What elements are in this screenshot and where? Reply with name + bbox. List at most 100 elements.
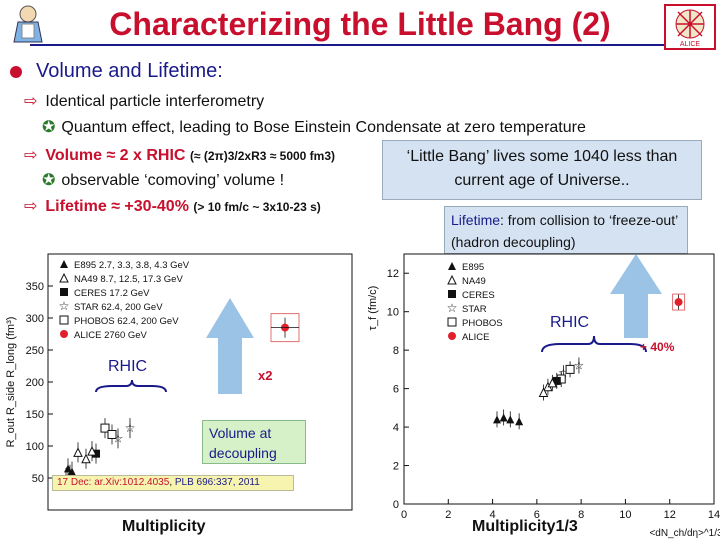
reference-box: 17 Dec: ar.Xiv:1012.4035, PLB 696:337, 2… [52,475,294,491]
y-tick-label: 12 [387,268,399,280]
data-point: ☆ [558,366,569,380]
rhic-label-left: RHIC [108,358,148,375]
legend-label: E895 [462,262,484,273]
line-interferometry: ⇨ Identical particle interferometry [24,93,265,110]
legend-marker [59,272,69,283]
data-point: ☆ [125,421,136,435]
legend-label: CERES [462,290,495,301]
y-tick-label: 100 [26,441,44,453]
check-circle-icon: ✪ [42,119,56,136]
y-tick-label: 250 [26,345,44,357]
logo-alice-wonderland [6,2,50,46]
data-point [674,298,683,307]
data-point [565,364,575,374]
arrow-right-icon: ⇨ [24,198,38,215]
line-volume: ⇨ Volume ≈ 2 x RHIC (≈ (2π)3/2xR3 ≈ 5000 … [24,147,336,164]
arrow-up-icon [610,254,662,338]
legend-label: STAR [462,304,487,315]
y-tick-label: 200 [26,377,44,389]
chart-lifetime: 0 2 4 6 8 10 12 0 2 4 6 8 10 12 14 τ_f (fm/c) <dN_ch/dη>… [367,253,720,539]
data-point [493,415,501,424]
data-point [87,446,97,456]
x-tick-label: 2 [445,509,451,521]
check-circle-icon: ✪ [42,172,56,189]
legend-marker [60,260,68,268]
x-tick-label: 14 [708,509,720,521]
data-point: ☆ [574,359,585,373]
svg-text:ALICE: ALICE [680,41,701,48]
legend-label: PHOBOS [462,318,503,329]
data-point [499,413,508,422]
legend-label: NA49 [462,276,486,287]
legend-marker: ☆ [59,299,70,313]
legend-label: ALICE [462,332,489,343]
arrow-up-icon [206,298,254,394]
plus40-label: + 40% [640,340,675,354]
line-comoving: ✪ observable ‘comoving’ volume ! [42,172,285,189]
legend-marker [448,262,456,270]
legend-label: E895 2.7, 3.3, 3.8, 4.3 GeV [74,260,190,271]
x2-label: x2 [258,368,273,383]
legend-label: CERES 17.2 GeV [74,288,150,299]
legend-marker [60,288,68,296]
legend-marker [447,274,457,285]
rhic-label-right: RHIC [550,314,590,331]
x-axis-label: <dN_ch/dη>^1/3 [649,528,720,539]
y-axis-label: τ_f (fm/c) [367,286,379,331]
line-quantum-effect: ✪ Quantum effect, leading to Bose Einstei… [42,119,586,136]
legend-marker [59,315,69,325]
logo-alice-experiment: ALICE [664,4,716,50]
arrow-right-icon: ⇨ [24,147,38,164]
data-point [68,467,76,476]
line-lifetime: ⇨ Lifetime ≈ +30-40% (> 10 fm/c ~ 3x10-23… [24,198,321,215]
callout-universe-age: ‘Little Bang’ lives some 1040 less than … [382,140,702,200]
arrow-right-icon: ⇨ [24,93,38,110]
y-tick-label: 10 [387,307,399,319]
x-tick-label: 10 [619,509,631,521]
section-heading: Volume and Lifetime: [10,60,223,83]
data-point [81,453,91,464]
data-point [506,415,515,424]
data-point [538,387,549,397]
y-tick-label: 150 [26,409,44,421]
x-tick-label: 0 [401,509,407,521]
volume-box: Volume at decoupling [202,420,306,464]
x-tick-label: 8 [578,509,584,521]
x-tick-label: 12 [664,509,676,521]
data-point [64,464,72,473]
chart-volume: 50 100 150 200 250 300 350 R_out R_side R_long … [5,253,353,511]
y-tick-label: 8 [393,345,399,357]
y-tick-label: 0 [393,499,399,511]
xlabel-multiplicity-right: Multiplicity1/3 [472,518,578,535]
data-point [92,449,100,458]
data-point [107,429,117,439]
bullet-dot-icon [10,65,22,78]
y-tick-label: 2 [393,461,399,473]
data-point [100,423,110,433]
legend-marker: ☆ [447,301,458,315]
legend-label: ALICE 2760 GeV [74,330,148,341]
y-tick-label: 50 [32,473,44,485]
legend-label: NA49 8.7, 12.5, 17.3 GeV [74,274,183,285]
xlabel-multiplicity-left: Multiplicity [122,518,206,535]
x-tick-label: 6 [534,509,540,521]
legend-marker [448,290,456,298]
legend-marker [448,332,456,340]
legend-label: PHOBOS 62.4, 200 GeV [74,316,179,327]
y-tick-label: 300 [26,313,44,325]
rhic-brace-left [95,379,167,393]
error-box [672,293,686,311]
plot-frame [47,253,353,511]
y-tick-label: 6 [393,384,399,396]
data-point [73,447,83,457]
data-point [547,377,558,388]
data-point [515,417,524,426]
y-axis-label: R_out R_side R_long (fm³) [5,317,17,448]
legend-marker [60,330,68,338]
page-title: Characterizing the Little Bang (2) [109,6,611,42]
y-tick-label: 350 [26,281,44,293]
legend-label: STAR 62.4, 200 GeV [74,302,163,313]
y-tick-label: 4 [393,422,399,434]
title-divider [30,44,690,46]
x-tick-label: 4 [490,509,496,521]
